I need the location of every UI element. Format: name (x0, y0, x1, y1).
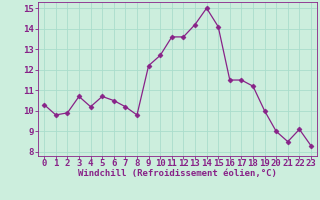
X-axis label: Windchill (Refroidissement éolien,°C): Windchill (Refroidissement éolien,°C) (78, 169, 277, 178)
